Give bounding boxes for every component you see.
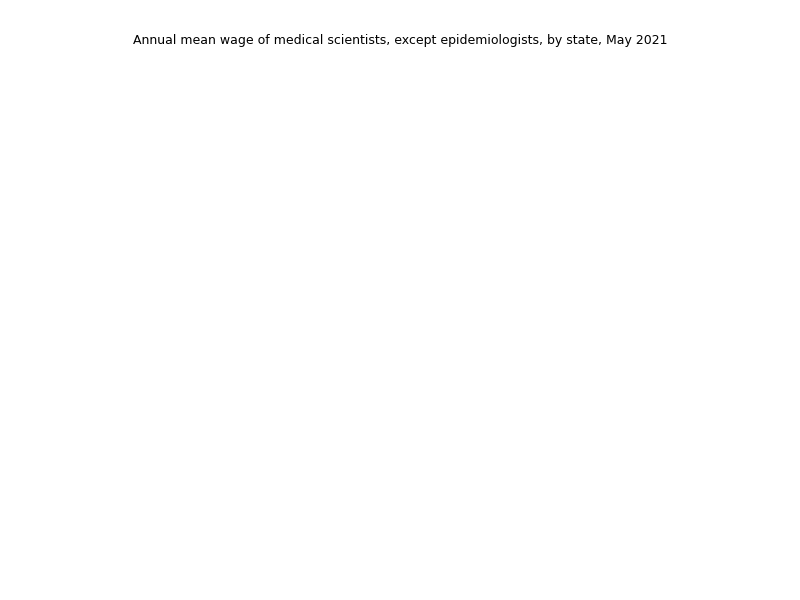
Text: Annual mean wage of medical scientists, except epidemiologists, by state, May 20: Annual mean wage of medical scientists, … xyxy=(133,34,667,47)
